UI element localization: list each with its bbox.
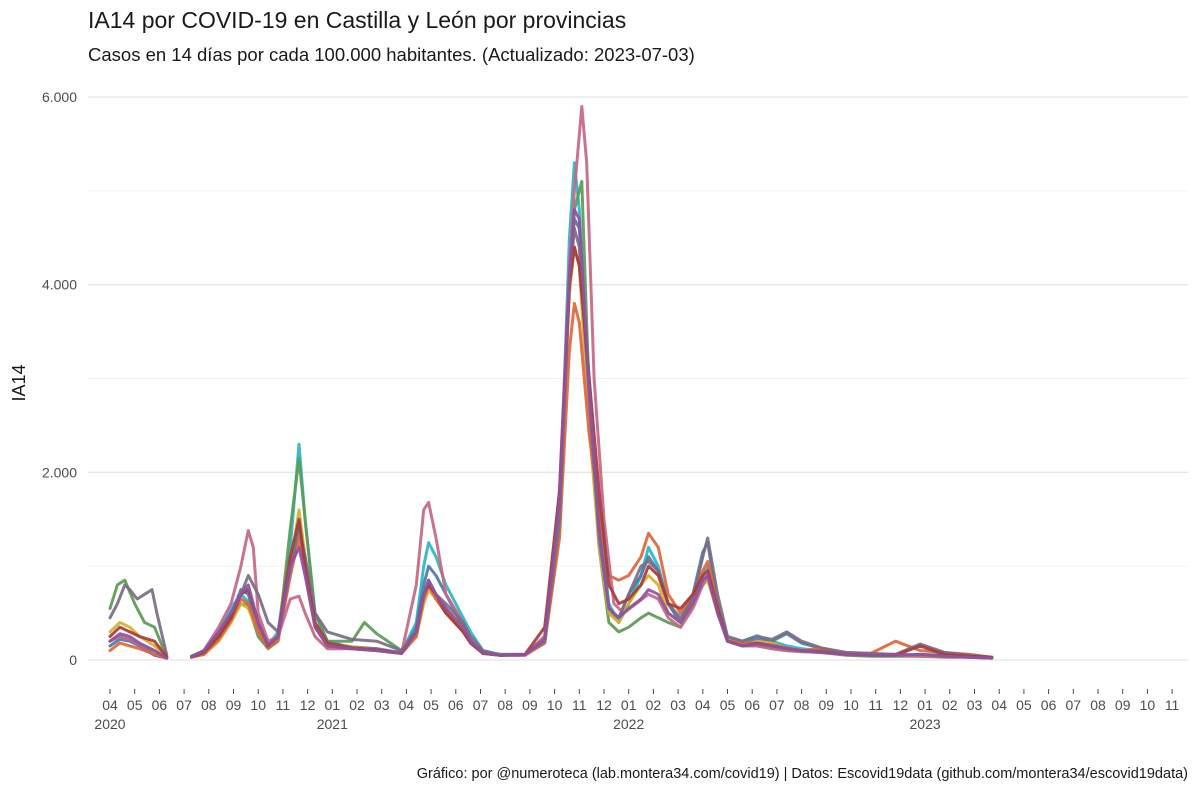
series-line-zamora [108, 632, 169, 660]
chart-caption: Gráfico: por @numeroteca (lab.montera34.… [416, 766, 1188, 782]
x-tick-label: 02 [646, 697, 662, 713]
x-year-label: 2023 [910, 716, 941, 732]
x-tick-label: 12 [300, 697, 316, 713]
x-tick-label: 12 [596, 697, 612, 713]
x-tick-label: 06 [1041, 697, 1057, 713]
x-tick-label: 11 [572, 697, 587, 713]
x-tick-label: 10 [547, 697, 563, 713]
x-year-label: 2021 [317, 716, 348, 732]
chart-subtitle: Casos en 14 días por cada 100.000 habita… [88, 44, 695, 65]
series-line-valladolid [108, 625, 169, 659]
series-line-palencia [108, 621, 169, 659]
x-tick-label: 09 [1115, 697, 1131, 713]
x-tick-label: 01 [621, 697, 637, 713]
x-tick-label: 07 [1066, 697, 1082, 713]
x-tick-label: 12 [893, 697, 909, 713]
series-line-salamanca [108, 641, 169, 660]
x-tick-label: 09 [226, 697, 242, 713]
x-tick-label: 05 [127, 697, 143, 713]
chart-title: IA14 por COVID-19 en Castilla y León por… [88, 7, 627, 33]
x-tick-label: 04 [102, 697, 118, 713]
x-tick-label: 01 [917, 697, 933, 713]
x-tick-label: 05 [1016, 697, 1032, 713]
y-tick-label: 4.000 [42, 277, 77, 293]
x-tick-label: 07 [176, 697, 192, 713]
series-line-zamora-seg1 [190, 208, 994, 660]
x-axis: 04 05 06 07 08 09 10 11 12 01 02 03 04 05 06 07 08 09 10 11… [94, 689, 1180, 732]
x-tick-label: 09 [522, 697, 538, 713]
x-tick-label: 07 [473, 697, 489, 713]
series-group [108, 104, 994, 660]
x-tick-label: 05 [720, 697, 736, 713]
series-line-len [108, 578, 169, 659]
x-year-label: 2022 [613, 716, 644, 732]
y-tick-label: 0 [69, 652, 77, 668]
x-tick-label: 09 [819, 697, 835, 713]
x-tick-label: 02 [349, 697, 365, 713]
x-tick-label: 06 [448, 697, 464, 713]
x-tick-label: 04 [399, 697, 415, 713]
x-tick-label: 03 [967, 697, 983, 713]
series-line-soria [108, 583, 169, 657]
x-tick-label: 03 [670, 697, 686, 713]
y-tick-label: 6.000 [42, 89, 77, 105]
x-tick-label: 05 [423, 697, 439, 713]
x-year-label: 2020 [94, 716, 125, 732]
x-tick-label: 11 [276, 697, 291, 713]
x-tick-label: 06 [152, 697, 168, 713]
x-tick-label: 06 [744, 697, 760, 713]
x-tick-label: 07 [769, 697, 785, 713]
x-tick-label: 08 [794, 697, 810, 713]
x-tick-label: 11 [1165, 697, 1180, 713]
x-tick-label: 04 [695, 697, 711, 713]
x-tick-label: 04 [991, 697, 1007, 713]
x-tick-label: 08 [1090, 697, 1106, 713]
y-axis: 0 2.000 4.000 6.000 [42, 89, 77, 668]
y-tick-label: 2.000 [42, 464, 77, 480]
x-tick-label: 10 [250, 697, 266, 713]
x-tick-label: 08 [201, 697, 217, 713]
x-tick-label: 02 [942, 697, 958, 713]
x-tick-label: 10 [1140, 697, 1156, 713]
x-tick-label: 01 [325, 697, 341, 713]
x-tick-label: 03 [374, 697, 390, 713]
x-tick-label: 08 [497, 697, 513, 713]
y-axis-label: IA14 [9, 364, 29, 401]
x-tick-label: 10 [843, 697, 859, 713]
gridlines [88, 96, 1188, 661]
x-tick-label: 11 [868, 697, 883, 713]
